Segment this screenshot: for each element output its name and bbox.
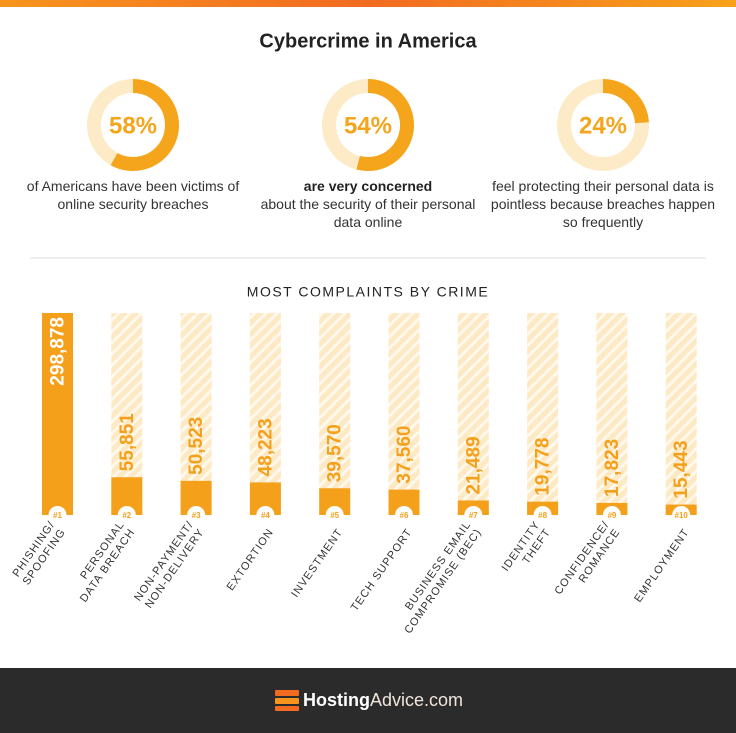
rank-label: #6 [400, 511, 409, 520]
value-label: 37,560 [394, 425, 415, 483]
value-label: 298,878 [48, 317, 69, 386]
rank-label: #1 [53, 511, 62, 520]
donut-arc [322, 79, 414, 171]
donut-label: 24% [579, 112, 627, 139]
rank-label: #9 [607, 511, 616, 520]
caption-text: feel protecting their personal data is p… [490, 178, 716, 230]
caption-text: of Americans have been victims of online… [26, 178, 240, 212]
brand-rest: Advice.com [370, 690, 463, 710]
category-label: INVESTMENT [289, 527, 345, 600]
caption-bold: are very concerned [303, 178, 433, 194]
value-label: 55,851 [117, 413, 138, 472]
rank-label: #10 [675, 511, 689, 520]
donut-arc [557, 79, 649, 171]
rank-badge [117, 506, 136, 524]
brand: HostingAdvice.com [303, 690, 463, 710]
donut-label: 58% [109, 112, 157, 139]
rank-label: #7 [469, 511, 478, 520]
category-label: PHISHING/SPOOFING [10, 519, 68, 587]
rank-badge [325, 506, 344, 524]
value-label: 50,523 [186, 417, 207, 475]
top-strip [0, 0, 736, 7]
bar-track [249, 313, 281, 515]
rank-badge [395, 506, 413, 524]
bar-track [388, 313, 420, 515]
rank-badge [672, 506, 691, 524]
donut-caption: of Americans have been victims of online… [18, 177, 248, 213]
rank-label: #8 [538, 511, 547, 520]
donut-label: 54% [344, 112, 392, 139]
rank-label: #2 [122, 511, 131, 520]
rank-badge [48, 506, 67, 524]
value-label: 39,570 [325, 424, 346, 482]
category-line: TECH SUPPORT [349, 527, 415, 614]
category-label: CONFIDENCE/ROMANCE [552, 519, 622, 597]
rank-label: #5 [330, 511, 339, 520]
donut-arc [87, 79, 179, 171]
category-line: EMPLOYMENT [632, 527, 692, 605]
category-line: INVESTMENT [289, 527, 345, 600]
rank-badge [602, 506, 621, 524]
donut-caption: feel protecting their personal data is p… [488, 177, 718, 231]
value-label: 21,489 [463, 436, 484, 494]
logo-icon [275, 690, 299, 711]
bar [42, 313, 73, 515]
brand-bold: Hosting [303, 690, 370, 710]
value-label: 15,443 [671, 440, 692, 498]
page-title: Cybercrime in America [259, 30, 477, 52]
bar-track [457, 313, 489, 515]
rank-label: #4 [261, 511, 270, 520]
caption-text: about the security of their personal dat… [260, 196, 476, 230]
bar-chart-title: MOST COMPLAINTS BY CRIME [247, 284, 489, 300]
category-label: EMPLOYMENT [632, 527, 692, 605]
bar-track [596, 313, 628, 515]
category-label: TECH SUPPORT [349, 527, 415, 614]
bar-track [319, 313, 351, 515]
category-line: COMPROMISE (BEC) [402, 527, 484, 637]
bar-track [665, 313, 697, 515]
category-label: NON-PAYMENT/NON-DELIVERY [132, 519, 207, 611]
rank-badge [464, 506, 483, 524]
rank-badge [187, 506, 206, 524]
category-label: EXTORTION [225, 527, 277, 594]
rank-label: #3 [192, 511, 201, 520]
rank-badge [256, 506, 275, 524]
value-label: 48,223 [255, 418, 276, 476]
rank-badge [533, 506, 552, 524]
value-label: 19,778 [533, 438, 554, 496]
donut-caption: are very concerned about the security of … [253, 177, 483, 231]
value-label: 17,823 [602, 439, 623, 497]
category-line: EXTORTION [225, 527, 277, 594]
footer [0, 668, 736, 733]
bar-track [527, 313, 559, 515]
